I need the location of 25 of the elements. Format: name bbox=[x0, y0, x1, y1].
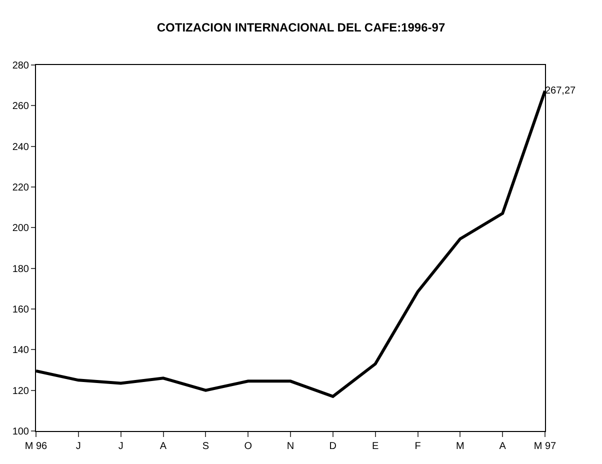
y-tick-label: 240 bbox=[12, 142, 30, 153]
x-tick-label: S bbox=[202, 441, 210, 452]
y-tick-label: 180 bbox=[12, 264, 30, 275]
x-tick-label: A bbox=[160, 441, 167, 452]
x-tick-label: F bbox=[414, 441, 421, 452]
chart-title: COTIZACION INTERNACIONAL DEL CAFE:1996-97 bbox=[156, 20, 446, 35]
x-tick-label: N bbox=[286, 441, 294, 452]
data-label: 267,27 bbox=[545, 85, 576, 96]
x-tick-label: O bbox=[244, 441, 252, 452]
x-tick-label: M 96 bbox=[24, 441, 48, 452]
y-tick-label: 280 bbox=[12, 60, 30, 72]
y-tick-label: 140 bbox=[12, 345, 30, 356]
x-tick-label: J bbox=[118, 441, 124, 452]
y-tick-label: 120 bbox=[12, 386, 30, 397]
y-tick-label: 220 bbox=[12, 182, 30, 194]
x-tick-label: E bbox=[372, 441, 379, 452]
y-tick-label: 100 bbox=[12, 426, 30, 438]
x-tick-label: J bbox=[76, 441, 81, 452]
y-tick-label: 160 bbox=[12, 304, 30, 316]
x-tick-label: M 97 bbox=[534, 441, 557, 452]
y-tick-label: 200 bbox=[12, 223, 30, 234]
x-tick-label: A bbox=[499, 441, 506, 452]
x-tick-label: M bbox=[456, 441, 464, 452]
y-tick-label: 260 bbox=[12, 101, 30, 112]
x-tick-label: D bbox=[329, 441, 337, 452]
